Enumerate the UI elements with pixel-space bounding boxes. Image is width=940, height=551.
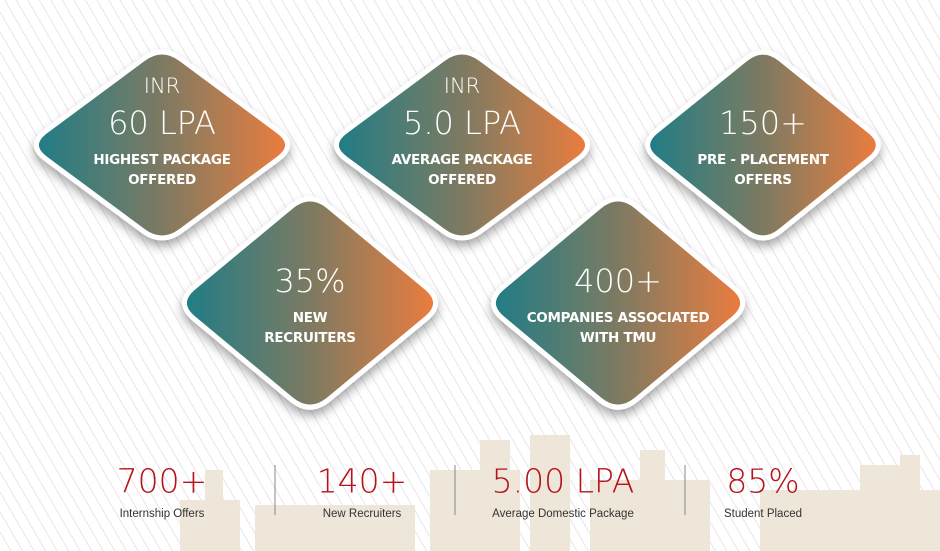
tile-value: 35% (274, 262, 345, 300)
stat-value: 140+ (317, 462, 408, 501)
stat-label: New Recruiters (323, 508, 402, 520)
stat-label: Internship Offers (120, 508, 205, 520)
tile-label: PRE - PLACEMENT (697, 152, 829, 168)
stat-value: 85% (726, 462, 799, 501)
tile-label: COMPANIES ASSOCIATED (527, 310, 710, 326)
tile-label: NEW (293, 310, 328, 326)
tile-label: AVERAGE PACKAGE (392, 152, 533, 168)
tile-label: WITH TMU (580, 330, 656, 346)
stat-label: Average Domestic Package (492, 508, 634, 520)
tile (333, 49, 591, 241)
tile-label: OFFERED (128, 172, 196, 188)
dividers (274, 465, 686, 515)
tile (645, 49, 881, 241)
tile-prefix: INR (444, 74, 481, 98)
tile-value: 400+ (574, 262, 662, 300)
stat-label: Student Placed (724, 508, 802, 520)
tile-label: OFFERED (428, 172, 496, 188)
skyline (180, 435, 940, 551)
tile-value: 150+ (719, 104, 807, 142)
tile (490, 196, 746, 410)
tile-label: RECRUITERS (264, 330, 355, 346)
tile (181, 196, 439, 410)
tile-value: 60 LPA (108, 104, 216, 142)
tile-prefix: INR (144, 74, 181, 98)
tile-label: OFFERS (734, 172, 791, 188)
tile-label: HIGHEST PACKAGE (93, 152, 230, 168)
tile-value: 5.0 LPA (403, 104, 521, 142)
tile (33, 49, 291, 241)
stat-value: 700+ (117, 462, 208, 501)
stat-value: 5.00 LPA (492, 462, 635, 501)
